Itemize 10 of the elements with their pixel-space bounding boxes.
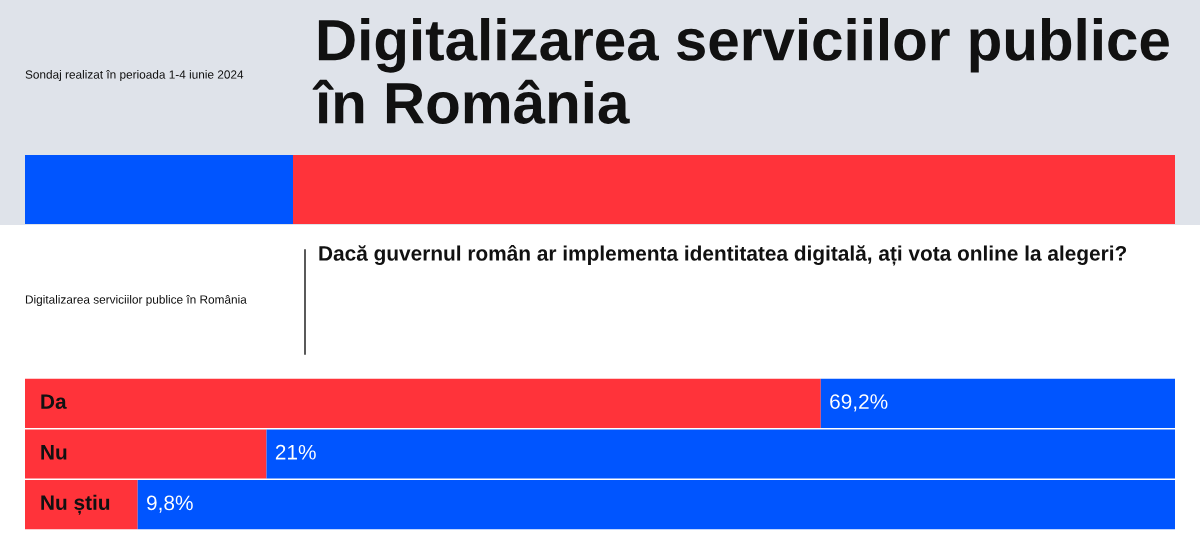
- text: Digitalizarea serviciilor publice în România: [25, 295, 247, 307]
- y-tick-label: Nu: [41, 445, 67, 460]
- chart-title: Digitalizarea serviciilor publice în România: [312, 18, 1169, 124]
- y-tick-label: Nu știu: [41, 494, 110, 515]
- data-label: 9,8%: [147, 495, 193, 513]
- chart-subtitle: Dacă guvernul român ar implementa identitatea digitală, ați vota online la alegeri?: [319, 245, 1127, 266]
- y-tick-label: Da: [41, 394, 67, 409]
- data-label: 69,2%: [830, 394, 888, 412]
- data-label: 21%: [275, 444, 316, 460]
- text: Sondaj realizat în perioada 1-4 iunie 2024: [25, 70, 244, 82]
